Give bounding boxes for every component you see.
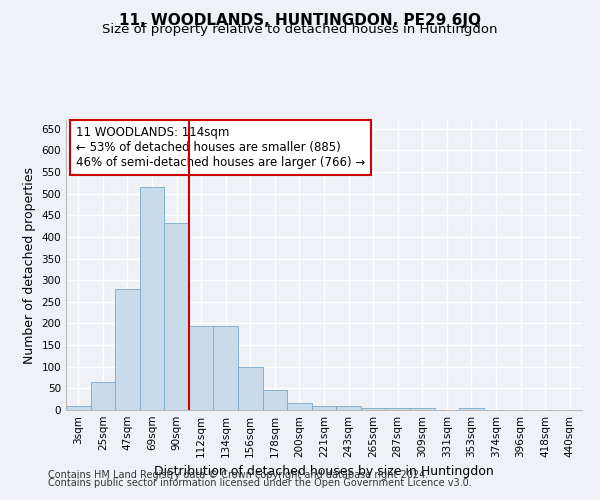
Bar [312,406,336,410]
Bar [385,408,410,410]
Bar [263,390,287,410]
Bar [164,222,189,410]
Text: Size of property relative to detached houses in Huntingdon: Size of property relative to detached ho… [102,22,498,36]
Bar [459,408,484,410]
Bar [410,408,434,410]
Bar [238,366,263,410]
Bar [361,408,385,410]
Text: 11, WOODLANDS, HUNTINGDON, PE29 6JQ: 11, WOODLANDS, HUNTINGDON, PE29 6JQ [119,12,481,28]
Y-axis label: Number of detached properties: Number of detached properties [23,166,36,364]
Bar [189,326,214,410]
X-axis label: Distribution of detached houses by size in Huntingdon: Distribution of detached houses by size … [154,466,494,478]
Text: Contains public sector information licensed under the Open Government Licence v3: Contains public sector information licen… [48,478,472,488]
Bar [91,382,115,410]
Bar [287,403,312,410]
Text: 11 WOODLANDS: 114sqm
← 53% of detached houses are smaller (885)
46% of semi-deta: 11 WOODLANDS: 114sqm ← 53% of detached h… [76,126,365,169]
Bar [66,406,91,410]
Bar [140,187,164,410]
Bar [115,289,140,410]
Text: Contains HM Land Registry data © Crown copyright and database right 2024.: Contains HM Land Registry data © Crown c… [48,470,428,480]
Bar [336,406,361,410]
Bar [214,326,238,410]
